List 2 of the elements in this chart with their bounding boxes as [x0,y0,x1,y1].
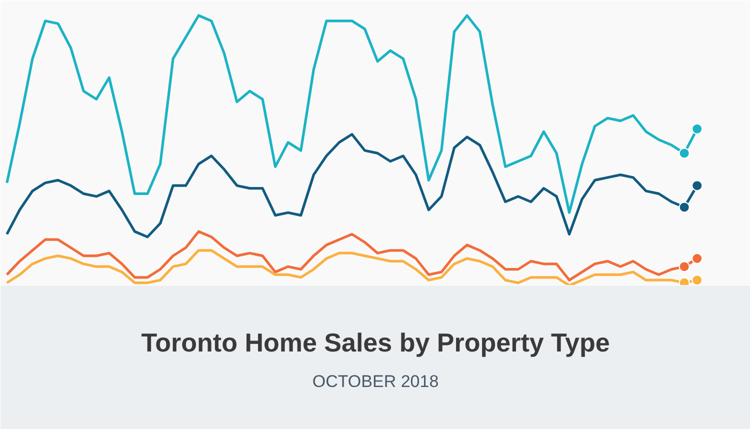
text: OCTOBER 2018 [312,372,439,391]
text: Toronto Home Sales by Property Type [141,328,610,358]
